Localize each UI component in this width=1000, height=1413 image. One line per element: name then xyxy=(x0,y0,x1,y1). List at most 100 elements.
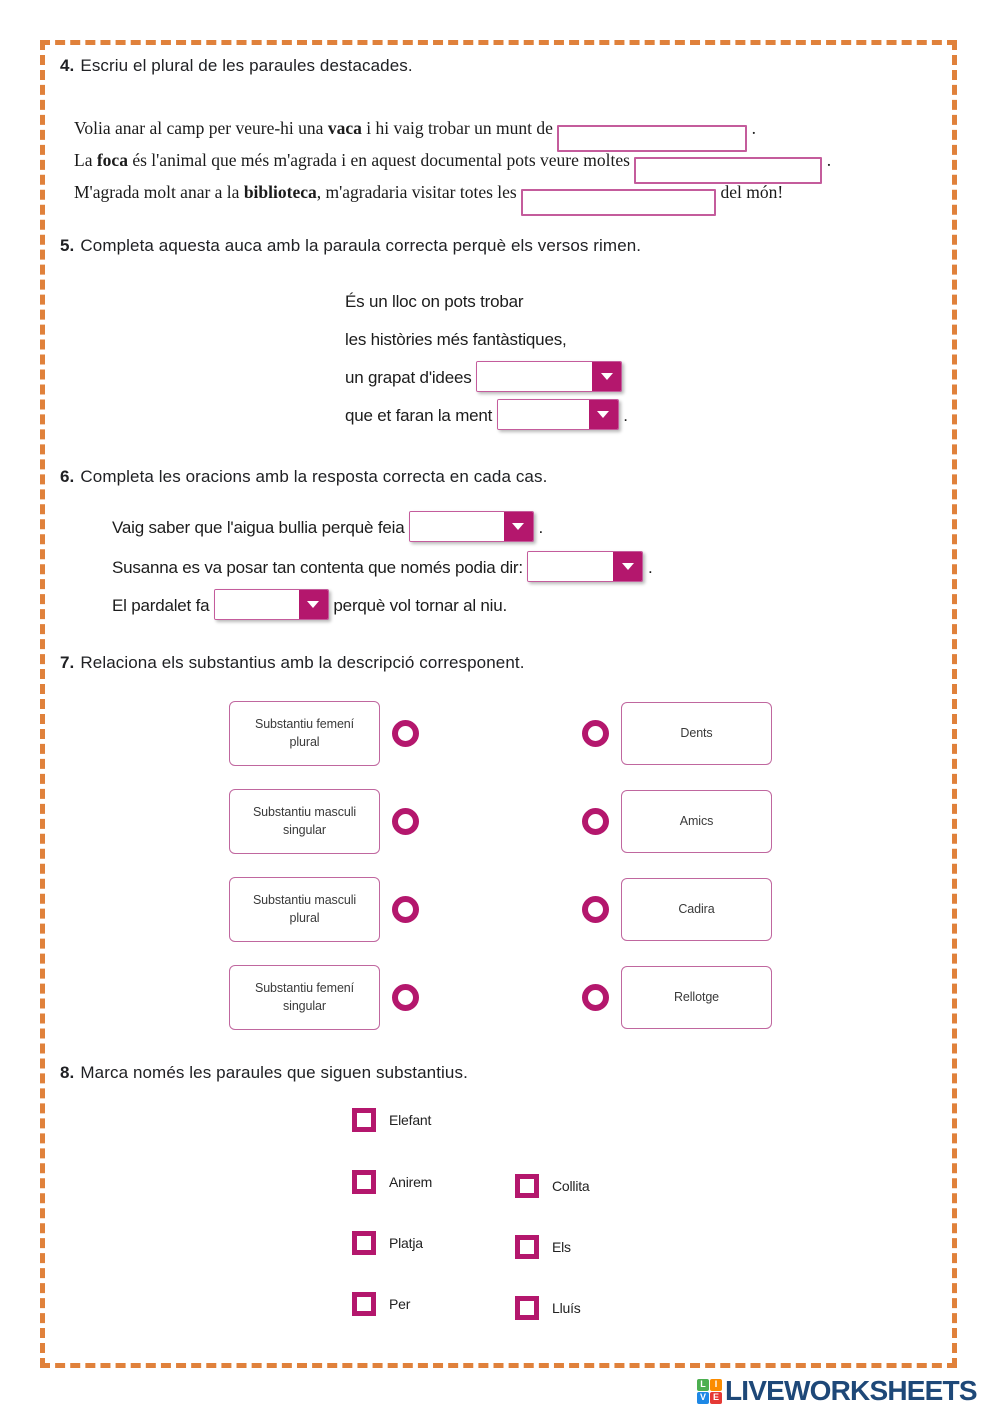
ex4-sentence-2: La foca és l'animal que més m'agrada i e… xyxy=(74,145,944,184)
match-left-label: Substantiu masculi singular xyxy=(252,805,357,837)
fill-in-input-foca[interactable] xyxy=(634,156,823,184)
checkbox-label: Collita xyxy=(552,1178,590,1194)
checkbox[interactable] xyxy=(352,1231,376,1255)
sentence-text: del món! xyxy=(716,182,784,202)
match-right-label: Cadira xyxy=(678,901,715,916)
checkbox[interactable] xyxy=(352,1292,376,1316)
match-left-radio[interactable] xyxy=(392,720,419,747)
checkbox[interactable] xyxy=(352,1108,376,1132)
logo-tile-e: E xyxy=(710,1391,722,1404)
match-right-radio[interactable] xyxy=(582,984,609,1011)
checkbox[interactable] xyxy=(515,1235,539,1259)
logo-wordmark: LIVEWORKSHEETS xyxy=(725,1375,978,1406)
checkbox-label: Elefant xyxy=(389,1112,432,1128)
chevron-down-icon xyxy=(613,552,643,582)
ex4-sentence-3: M'agrada molt anar a la biblioteca, m'ag… xyxy=(74,177,944,216)
fill-in-input-vaca[interactable] xyxy=(557,124,748,152)
match-right-radio[interactable] xyxy=(582,720,609,747)
logo-tile-l: L xyxy=(697,1378,709,1391)
exercise5-number: 5. xyxy=(60,236,75,255)
match-left-box[interactable]: Substantiu femení singular xyxy=(229,965,380,1030)
match-left-box[interactable]: Substantiu femení plural xyxy=(229,701,380,766)
verse-text: que et faran la ment xyxy=(345,406,497,425)
answer-dropdown-feia[interactable] xyxy=(408,511,534,543)
exercise5-title: 5. Completa aquesta auca amb la paraula c… xyxy=(60,236,641,256)
ex5-verse-3: un grapat d'idees xyxy=(345,361,623,394)
exercise4-title-text: Escriu el plural de les paraules destaca… xyxy=(80,56,413,75)
liveworksheets-grid-icon: L I V E xyxy=(697,1378,722,1404)
sentence-text: perquè vol tornar al niu. xyxy=(328,596,508,615)
exercise5-title-text: Completa aquesta auca amb la paraula cor… xyxy=(80,236,642,255)
check-item-per: Per xyxy=(352,1292,410,1316)
dropdown-value xyxy=(477,362,593,392)
dropdown-value xyxy=(409,512,504,542)
checkbox[interactable] xyxy=(352,1170,376,1194)
exercise8-number: 8. xyxy=(60,1063,75,1082)
page-border xyxy=(40,40,957,1368)
checkbox-label: Per xyxy=(389,1296,411,1312)
checkbox-label: Anirem xyxy=(389,1174,433,1190)
logo-tile-i: I xyxy=(710,1378,722,1391)
exercise7-title-text: Relaciona els substantius amb la descrip… xyxy=(80,653,525,672)
checkbox[interactable] xyxy=(515,1296,539,1320)
match-left-radio[interactable] xyxy=(392,984,419,1011)
answer-dropdown-idees[interactable] xyxy=(476,361,623,393)
match-right-box[interactable]: Rellotge xyxy=(621,966,772,1029)
exercise4-number: 4. xyxy=(60,56,75,75)
answer-dropdown-dir[interactable] xyxy=(527,551,644,583)
fill-in-input-biblioteca[interactable] xyxy=(521,188,717,216)
match-row-2: Substantiu masculi singular Amics xyxy=(0,789,1000,855)
sentence-text: és l'animal que més m'agrada i en aquest… xyxy=(127,150,635,170)
check-item-platja: Platja xyxy=(352,1231,423,1255)
exercise8-title-text: Marca només les paraules que siguen subs… xyxy=(80,1063,468,1082)
answer-dropdown-pardalet[interactable] xyxy=(213,589,329,621)
match-left-label: Substantiu femení plural xyxy=(254,717,355,749)
exercise8-title: 8. Marca només les paraules que siguen su… xyxy=(60,1063,468,1083)
sentence-text: Volia anar al camp per veure-hi una xyxy=(74,118,328,138)
ex5-verse-1: És un lloc on pots trobar xyxy=(345,292,524,311)
match-left-label: Substantiu femení singular xyxy=(254,981,355,1013)
verse-text: un grapat d'idees xyxy=(345,368,477,387)
exercise7-title: 7. Relaciona els substantius amb la descr… xyxy=(60,653,525,673)
chevron-down-icon xyxy=(503,512,533,542)
chevron-down-icon xyxy=(592,362,622,392)
highlighted-word: vaca xyxy=(327,118,362,138)
sentence-text: . xyxy=(643,558,653,577)
sentence-text: i hi vaig trobar un munt de xyxy=(361,118,558,138)
sentence-text: M'agrada molt anar a la xyxy=(74,182,244,202)
checkbox[interactable] xyxy=(515,1174,539,1198)
match-left-radio[interactable] xyxy=(392,896,419,923)
sentence-text: . xyxy=(533,518,544,537)
check-item-anirem: Anirem xyxy=(352,1170,432,1194)
sentence-text: Vaig saber que l'aigua bullia perquè fei… xyxy=(112,518,409,537)
match-right-box[interactable]: Amics xyxy=(621,790,772,853)
answer-dropdown-ment[interactable] xyxy=(496,399,619,431)
exercise6-title-text: Completa les oracions amb la resposta co… xyxy=(80,467,548,486)
match-left-radio[interactable] xyxy=(392,808,419,835)
match-row-1: Substantiu femení plural Dents xyxy=(0,701,1000,767)
match-right-radio[interactable] xyxy=(582,808,609,835)
match-left-label: Substantiu masculi plural xyxy=(252,893,357,925)
sentence-text: Susanna es va posar tan contenta que nom… xyxy=(112,558,528,577)
sentence-text: . xyxy=(822,150,832,170)
checkbox-label: Platja xyxy=(389,1235,423,1251)
match-right-box[interactable]: Cadira xyxy=(621,878,772,941)
liveworksheets-logo[interactable]: L I V E LIVEWORKSHEETS xyxy=(697,1373,978,1409)
match-right-radio[interactable] xyxy=(582,896,609,923)
highlighted-word: biblioteca xyxy=(243,182,317,202)
match-right-box[interactable]: Dents xyxy=(621,702,772,765)
match-left-box[interactable]: Substantiu masculi singular xyxy=(229,789,380,854)
logo-tile-v: V xyxy=(697,1391,709,1404)
sentence-text: El pardalet fa xyxy=(112,596,214,615)
check-item-collita: Collita xyxy=(515,1174,590,1198)
match-right-label: Rellotge xyxy=(673,989,720,1004)
check-item-lluis: Lluís xyxy=(515,1296,581,1320)
sentence-text: La xyxy=(74,150,97,170)
dropdown-value xyxy=(528,552,614,582)
dropdown-value xyxy=(497,400,589,430)
match-left-box[interactable]: Substantiu masculi plural xyxy=(229,877,380,942)
exercise6-number: 6. xyxy=(60,467,75,486)
match-right-label: Amics xyxy=(679,813,714,828)
dropdown-value xyxy=(214,590,299,620)
